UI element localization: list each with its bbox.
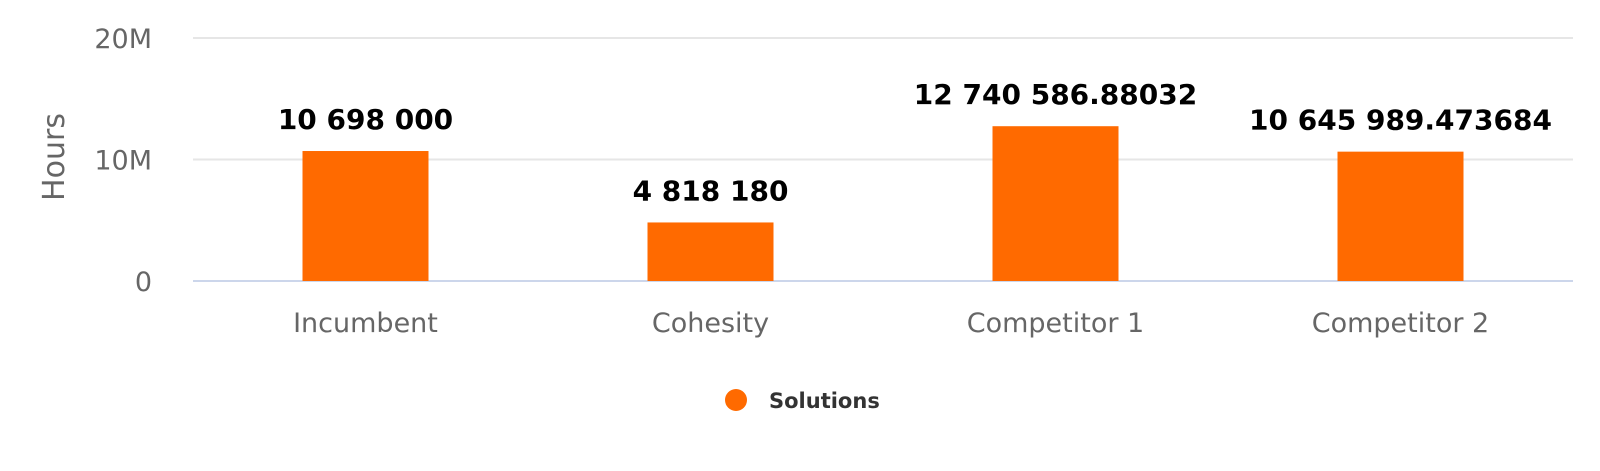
- x-tick-label: Competitor 1: [967, 308, 1144, 339]
- x-tick-label: Competitor 2: [1312, 308, 1489, 339]
- legend[interactable]: Solutions: [725, 389, 880, 413]
- y-axis-ticks: 0 10M 20M: [94, 24, 152, 298]
- data-label: 12 740 586.88032: [914, 78, 1197, 111]
- bars: [302, 126, 1464, 281]
- data-label: 10 698 000: [278, 103, 453, 136]
- x-tick-label: Cohesity: [652, 308, 769, 339]
- bar-competitor-1[interactable]: [992, 126, 1119, 281]
- legend-label-solutions: Solutions: [769, 389, 880, 413]
- data-labels: 10 698 000 4 818 180 12 740 586.88032 10 64…: [278, 78, 1552, 207]
- y-tick-label: 10M: [94, 146, 152, 177]
- bar-incumbent[interactable]: [302, 151, 429, 281]
- x-axis-ticks: Incumbent Cohesity Competitor 1 Competitor …: [293, 308, 1489, 339]
- data-label: 4 818 180: [633, 174, 789, 207]
- data-label: 10 645 989.473684: [1249, 104, 1552, 137]
- bar-cohesity[interactable]: [647, 222, 774, 281]
- y-tick-label: 0: [135, 267, 152, 298]
- legend-marker-icon: [725, 389, 747, 411]
- bar-competitor-2[interactable]: [1337, 151, 1464, 281]
- y-tick-label: 20M: [94, 24, 152, 55]
- y-axis-title: Hours: [37, 113, 72, 201]
- x-tick-label: Incumbent: [293, 308, 438, 339]
